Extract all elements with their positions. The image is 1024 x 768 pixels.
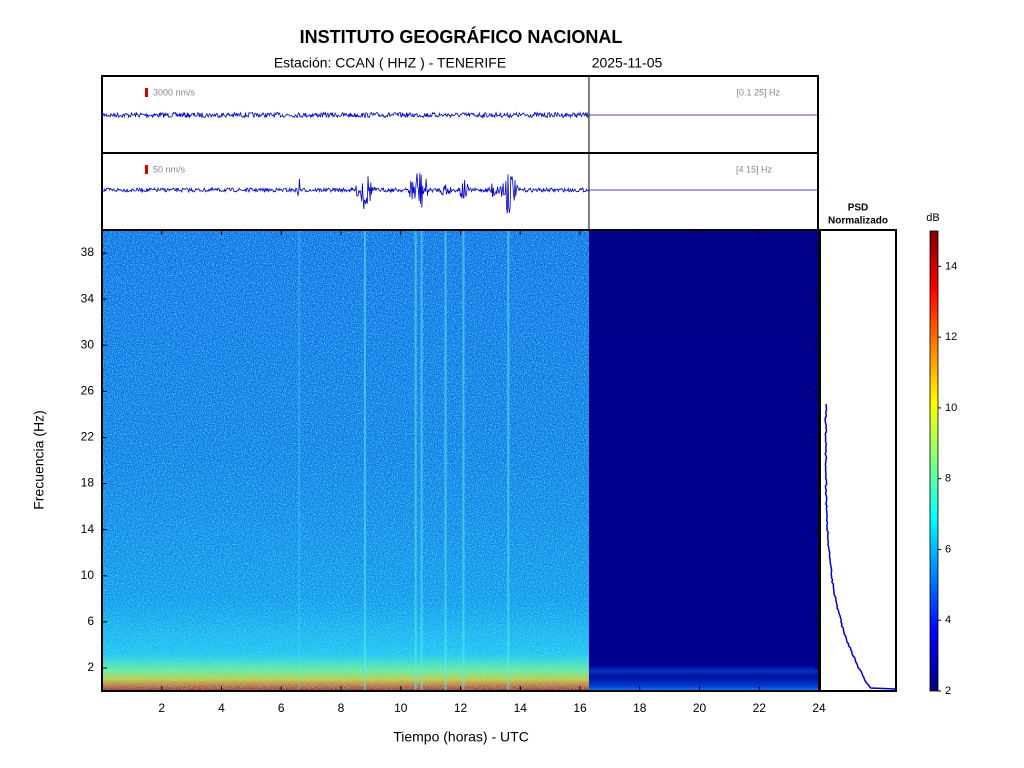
x-tick-label: 16 <box>573 701 587 715</box>
y-tick-label: 26 <box>81 384 95 398</box>
x-tick-label: 18 <box>633 701 647 715</box>
psd-curve <box>824 403 896 690</box>
colorbar-tick-label: 2 <box>945 685 951 697</box>
colorbar-tick-label: 8 <box>945 473 951 485</box>
event-streak <box>507 230 510 691</box>
y-tick-label: 6 <box>87 614 94 628</box>
y-tick-label: 38 <box>81 245 95 259</box>
y-axis-label: Frecuencia (Hz) <box>31 410 47 510</box>
x-tick-label: 20 <box>693 701 707 715</box>
psd-frame <box>819 229 897 692</box>
trace-band: [0.1 25] Hz <box>736 87 780 97</box>
event-streak <box>420 230 423 691</box>
colorbar-label: dB <box>926 212 939 224</box>
y-tick-label: 10 <box>81 568 95 582</box>
x-tick-label: 4 <box>218 701 225 715</box>
x-tick-label: 24 <box>812 701 826 715</box>
colorbar-tick-label: 6 <box>945 543 951 555</box>
x-axis-label: Tiempo (horas) - UTC <box>393 729 529 745</box>
x-tick-label: 8 <box>338 701 345 715</box>
colorbar-tick-label: 14 <box>945 260 957 272</box>
psd-title: PSD <box>848 203 869 214</box>
event-streak <box>298 230 301 691</box>
x-tick-label: 2 <box>158 701 165 715</box>
colorbar-tick-label: 10 <box>945 402 957 414</box>
x-tick-label: 14 <box>514 701 528 715</box>
y-tick-label: 34 <box>81 291 95 305</box>
waveform <box>101 111 589 119</box>
colorbar <box>929 230 939 692</box>
colorbar-axis: 2 4 6 8 10 12 14 <box>938 260 957 697</box>
y-tick-label: 18 <box>81 476 95 490</box>
psd-subtitle: Normalizado <box>828 216 888 227</box>
spectrogram-empty <box>588 230 819 691</box>
event-streak <box>444 230 447 691</box>
x-tick-label: 6 <box>278 701 285 715</box>
scale-bar <box>145 88 148 97</box>
colorbar-tick-label: 12 <box>945 331 957 343</box>
chart-title: INSTITUTO GEOGRÁFICO NACIONAL <box>300 26 623 47</box>
trace-scale: 3000 nm/s <box>153 87 196 97</box>
colorbar-tick-label: 4 <box>945 614 951 626</box>
spectrogram <box>102 230 819 691</box>
event-streak <box>414 230 417 691</box>
trace-scale: 50 nm/s <box>153 164 186 174</box>
station: Estación: CCAN ( HHZ ) - TENERIFE <box>274 55 506 71</box>
spectrogram-noise <box>102 230 589 691</box>
event-streak <box>363 230 366 691</box>
y-tick-label: 2 <box>87 660 94 674</box>
y-tick-label: 22 <box>81 430 95 444</box>
scale-bar <box>145 165 148 174</box>
event-streak <box>462 230 465 691</box>
x-tick-label: 12 <box>454 701 468 715</box>
waveforms <box>101 76 818 230</box>
waveform <box>101 173 589 214</box>
y-tick-label: 30 <box>81 337 95 351</box>
x-tick-label: 22 <box>753 701 767 715</box>
y-tick-label: 14 <box>81 522 95 536</box>
trace-band: [4 15] Hz <box>736 164 773 174</box>
x-tick-label: 10 <box>394 701 408 715</box>
date: 2025-11-05 <box>592 55 663 71</box>
